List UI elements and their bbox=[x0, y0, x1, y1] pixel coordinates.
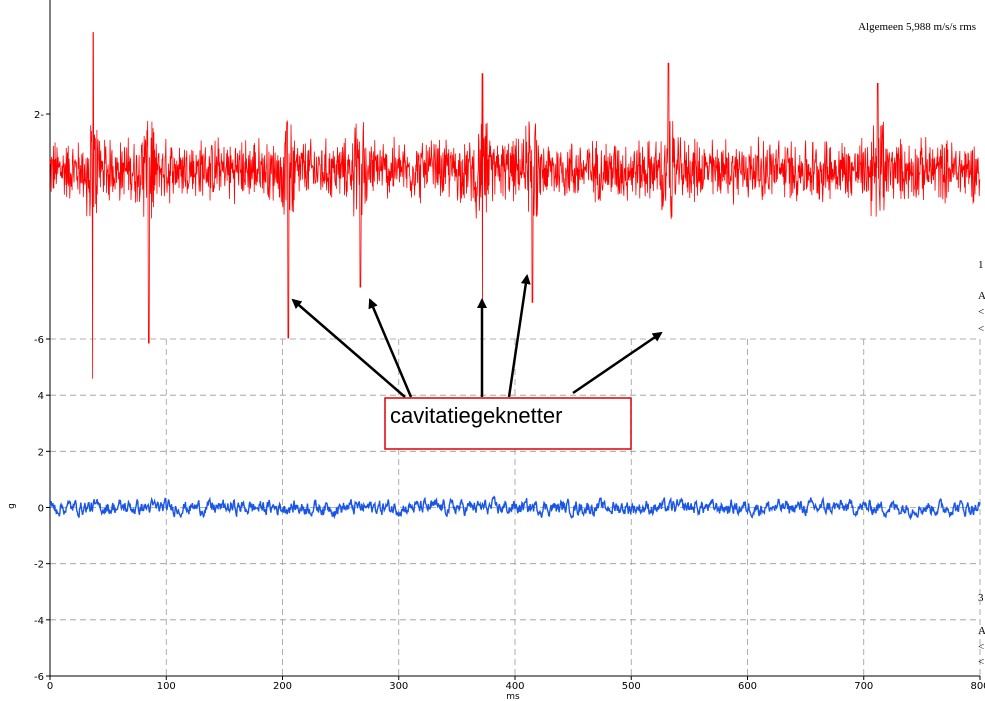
right-edge-char: < bbox=[978, 656, 984, 668]
x-tick-label: 600 bbox=[738, 681, 757, 692]
right-edge-char: < bbox=[978, 641, 984, 653]
y-tick-label: 0 bbox=[38, 504, 44, 515]
series-line-lower bbox=[49, 495, 981, 521]
y-tick-label: -6 bbox=[34, 672, 44, 683]
series-group bbox=[49, 32, 981, 521]
annotation-arrow bbox=[291, 298, 406, 398]
right-edge-char: A bbox=[978, 290, 985, 302]
right-edge-char: < bbox=[978, 306, 984, 318]
annotation-arrow bbox=[507, 274, 531, 398]
annotation-arrow bbox=[368, 298, 413, 398]
x-tick-label: 300 bbox=[389, 681, 408, 692]
y-tick-label: 2- bbox=[34, 110, 44, 121]
x-tick-label: 800 bbox=[970, 681, 985, 692]
y-tick-label: -6 bbox=[34, 335, 44, 346]
right-edge-text: 1 A < <3 A < < bbox=[978, 259, 985, 668]
annotation-box bbox=[384, 397, 632, 450]
x-tick-label: 400 bbox=[505, 681, 524, 692]
y-axis-label: g bbox=[7, 503, 17, 509]
x-tick-label: 500 bbox=[622, 681, 641, 692]
x-tick-label: 700 bbox=[854, 681, 873, 692]
y-tick-labels: -6 -4 -2 0 2 4 -6 2- bbox=[34, 110, 50, 683]
y-tick-label: -4 bbox=[34, 616, 44, 627]
annotation-arrows bbox=[291, 274, 663, 398]
right-edge-char: 3 bbox=[978, 592, 984, 604]
x-tick-labels: 0 100 200 300 400 500 600 700 800 bbox=[47, 676, 985, 692]
x-tick-label: 100 bbox=[157, 681, 176, 692]
x-tick-label: 0 bbox=[47, 681, 53, 692]
y-tick-label: 4 bbox=[38, 391, 44, 402]
annotation-label: cavitatiegeknetter bbox=[390, 403, 562, 428]
y-tick-label: 2 bbox=[38, 447, 44, 458]
overall-value: Algemeen 5,988 m/s/s rms bbox=[858, 21, 976, 33]
annotation-arrow bbox=[572, 331, 663, 395]
y-tick-label: -2 bbox=[34, 560, 44, 571]
series-line-upper bbox=[49, 32, 981, 379]
right-edge-char: < bbox=[978, 323, 984, 335]
x-axis-label: ms bbox=[506, 692, 520, 701]
right-edge-char: 1 bbox=[978, 259, 984, 271]
x-tick-label: 200 bbox=[273, 681, 292, 692]
right-edge-char: A bbox=[978, 625, 985, 637]
